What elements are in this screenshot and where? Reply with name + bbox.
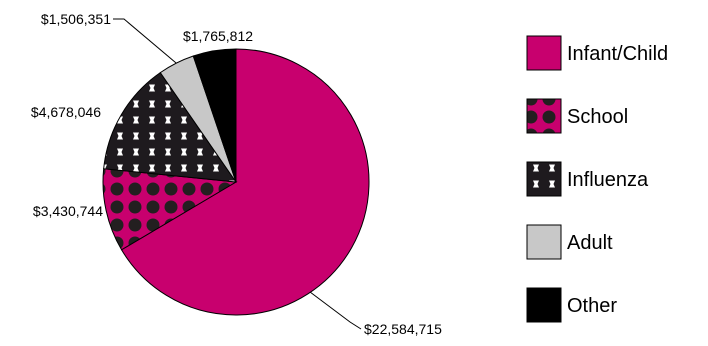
pie-slice-infant-child [120,48,370,316]
data-label-influenza: $4,678,046 [31,104,101,120]
legend-swatch [526,161,562,197]
legend: Infant/Child School Influenza Adult Other [526,35,668,323]
leader-lines [113,18,362,330]
legend-label: Infant/Child [567,43,668,65]
legend-swatch [526,98,562,134]
leader-line-infant-child [310,291,362,330]
legend-label: School [567,106,628,128]
data-labels: $22,584,715 $3,430,744 $4,678,046 $1,506,35… [31,11,442,337]
data-label-infant-child: $22,584,715 [364,321,442,337]
legend-item-infant-child: Infant/Child [526,35,668,71]
legend-label: Influenza [567,169,649,191]
leader-line-adult [113,18,177,64]
pie-slices [102,48,370,316]
legend-item-other: Other [526,287,617,323]
data-label-school: $3,430,744 [33,203,103,219]
pie-slice-school [102,168,238,251]
data-label-adult: $1,506,351 [41,11,111,27]
legend-item-adult: Adult [526,224,613,260]
legend-swatch [526,224,562,260]
legend-swatch [526,35,562,71]
data-label-other: $1,765,812 [183,28,253,44]
legend-label: Other [567,295,617,317]
legend-item-influenza: Influenza [526,161,649,197]
legend-item-school: School [526,98,628,134]
legend-swatch [526,287,562,323]
legend-label: Adult [567,232,613,254]
pie-slice-other [192,48,237,183]
pie-slice-influenza [103,71,238,183]
